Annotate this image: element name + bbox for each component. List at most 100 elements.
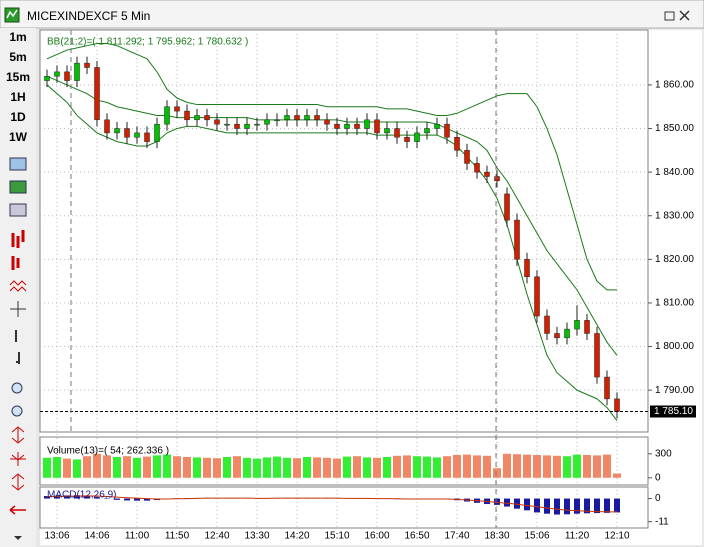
tool-icon[interactable] [9,180,27,194]
tool-icon[interactable] [10,301,26,317]
x-tick-label: 14:20 [284,531,309,542]
candle-body [444,123,450,138]
candle-body [534,276,540,317]
candle-body [144,132,150,142]
candle-body [174,106,180,112]
tool-icon[interactable] [11,382,23,394]
title-bar [0,0,704,29]
volume-bar [53,457,61,478]
candle-body [274,119,280,122]
candle-body [114,128,120,134]
bollinger-band [46,84,618,421]
tool-icon[interactable] [11,426,25,444]
timeframe-button[interactable]: 1H [10,90,25,104]
plot-layer: 1 790.00 1 800.00 1 810.00 1 820.00 1 830.00… [40,30,696,542]
macd-bar [534,498,540,513]
volume-bar [133,457,141,478]
volume-bar [453,455,461,478]
volume-bar [293,458,301,478]
volume-bar [363,457,371,478]
tool-icon[interactable] [15,330,20,364]
volume-bar [343,456,351,478]
macd-bar [144,498,150,501]
macd-bar [124,498,130,501]
restore-button[interactable] [664,11,675,21]
candle-body [134,132,140,138]
tool-icon[interactable] [14,536,22,540]
y-tick-label: 1 800.00 [655,341,694,352]
y-tick-label: 1 850.00 [655,123,694,134]
candle-body [44,75,50,81]
macd-bar [504,498,510,507]
tool-icon[interactable] [9,280,27,292]
volume-bar [383,457,391,478]
candle-body [494,176,500,182]
y-tick-label: -11 [655,516,669,527]
x-tick-label: 16:00 [364,531,389,542]
candle-body [154,123,160,142]
volume-bar [323,457,331,478]
y-tick-label: 1 840.00 [655,167,694,178]
candle-body [554,333,560,339]
tool-icon[interactable] [11,256,20,270]
left-toolbar [0,28,36,547]
candle-body [164,106,170,125]
tool-icon[interactable] [9,157,27,171]
candle-body [474,163,480,173]
x-tick-label: 12:10 [604,531,629,542]
candle-body [234,123,240,129]
candle-body [614,398,620,412]
x-tick-label: 11:20 [565,531,590,542]
candle-body [584,320,590,334]
y-tick-label: 1 790.00 [655,385,694,396]
volume-bar [143,456,151,478]
candle-body [294,115,300,121]
candle-body [334,123,340,129]
timeframe-button[interactable]: 1D [10,110,26,124]
volume-legend: Volume(13)=( 54; 262.336 ) [47,446,169,457]
volume-bar [83,456,91,478]
volume-bar [483,455,491,478]
x-tick-label: 12:40 [204,531,229,542]
x-tick-label: 11:50 [165,531,190,542]
volume-bar [183,457,191,478]
tool-icon[interactable] [9,203,27,217]
tool-icon[interactable] [11,473,25,491]
candle-body [364,119,370,129]
candle-body [544,315,550,334]
volume-bar [553,455,561,478]
macd-bar [544,498,550,514]
volume-bar [103,455,111,478]
macd-bar [564,498,570,515]
last-price-box [650,405,696,418]
macd-bar [614,498,620,513]
candle-body [304,115,310,121]
candle-body [244,123,250,129]
candle-body [344,123,350,129]
candle-body [374,119,380,134]
last-price-label: 1 785.10 [654,406,693,417]
timeframe-button[interactable]: 15m [6,70,30,84]
tool-icon[interactable] [11,405,23,417]
volume-bar [463,454,471,478]
volume-bar [403,455,411,478]
tool-icon[interactable] [9,505,26,515]
macd-bar [574,498,580,514]
macd-bar [524,498,530,511]
window-icon-glyph [6,9,18,19]
timeframe-button[interactable]: 1m [9,30,26,44]
timeframe-button[interactable]: 1W [9,130,28,144]
timeframe-button[interactable]: 5m [9,50,26,64]
tool-icon[interactable] [11,230,25,248]
y-tick-label: 1 860.00 [655,80,694,91]
volume-bar [273,456,281,478]
macd-bar [554,498,560,515]
candle-body [404,137,410,142]
x-tick-label: 16:50 [404,531,429,542]
window-buttons[interactable] [664,10,690,21]
candle-body [524,259,530,278]
close-button[interactable] [679,10,690,21]
tool-icon[interactable] [10,452,26,466]
macd-panel [39,486,649,529]
